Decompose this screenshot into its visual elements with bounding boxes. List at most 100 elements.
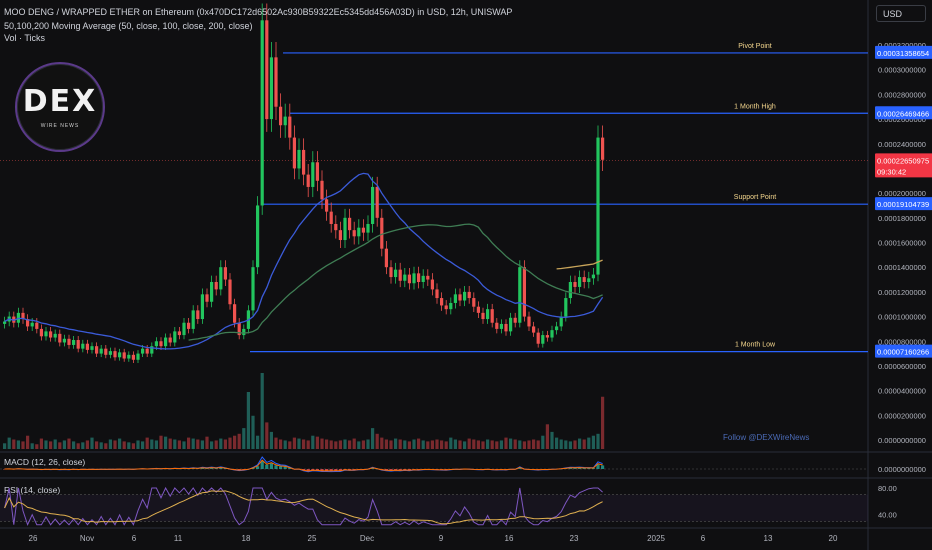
volume-bar <box>200 440 204 449</box>
volume-bar <box>302 439 306 449</box>
volume-bar <box>173 439 177 449</box>
candle-body <box>325 199 329 212</box>
candle-body <box>398 269 402 281</box>
candle-body <box>334 223 338 231</box>
volume-bar <box>338 440 342 449</box>
volume-bar <box>490 440 494 449</box>
candle-body <box>311 162 315 187</box>
candle-body <box>177 331 181 336</box>
level-price-tag <box>875 106 932 120</box>
volume-bar <box>177 440 181 449</box>
volume-bar <box>394 438 398 449</box>
volume-bar <box>550 431 554 449</box>
candle-body <box>219 267 223 290</box>
candle-body <box>426 275 430 280</box>
volume-bar <box>587 437 591 449</box>
candle-body <box>118 352 122 358</box>
macd-histogram-bar <box>348 469 352 470</box>
level-label: Support Point <box>734 194 776 201</box>
candle-body <box>582 277 586 282</box>
volume-bar <box>108 439 112 449</box>
macd-histogram-bar <box>389 469 393 471</box>
macd-histogram-bar <box>325 469 329 471</box>
currency-select-button[interactable]: USD <box>876 5 926 22</box>
volume-bar <box>476 440 480 449</box>
volume-bar <box>122 441 126 449</box>
volume-bar <box>297 438 301 449</box>
macd-histogram-bar <box>274 465 278 469</box>
macd-histogram-bar <box>578 467 582 469</box>
volume-bar <box>532 439 536 449</box>
candle-body <box>481 312 485 320</box>
level-label: 1 Month High <box>734 103 776 110</box>
volume-indicator-label[interactable]: Vol · Ticks <box>4 33 46 43</box>
candle-body <box>453 294 457 303</box>
candle-body <box>72 340 76 345</box>
candle-body <box>384 248 388 268</box>
volume-bar <box>246 392 250 449</box>
candle-body <box>545 335 549 338</box>
volume-bar <box>601 396 605 449</box>
candle-body <box>164 337 168 347</box>
price-tick-label: 0.0000400000 <box>878 387 926 396</box>
candle-body <box>214 282 218 290</box>
candle-body <box>187 322 191 329</box>
candle-body <box>522 267 526 317</box>
level-label: 1 Month Low <box>735 342 776 349</box>
dex-wire-news-logo: DEX WIRE NEWS <box>15 62 105 152</box>
candle-body <box>490 309 494 323</box>
volume-bar <box>131 443 135 449</box>
candle-body <box>573 282 577 287</box>
candle-body <box>113 351 117 358</box>
time-axis-tick-label: 26 <box>29 534 38 543</box>
candle-body <box>389 267 393 278</box>
volume-bar <box>67 438 71 449</box>
volume-bar <box>85 440 89 449</box>
time-axis-tick-label: 13 <box>764 534 773 543</box>
volume-bar <box>458 440 462 449</box>
ma-indicator-label[interactable]: 50,100,200 Moving Average (50, close, 10… <box>4 21 253 31</box>
macd-histogram-bar <box>329 469 333 471</box>
candle-body <box>30 322 34 327</box>
candle-body <box>380 217 384 249</box>
candle-body <box>435 289 439 299</box>
candle-body <box>150 346 154 354</box>
price-tick-label: 0.0000000000 <box>878 436 926 445</box>
macd-histogram-bar <box>573 467 577 469</box>
volume-bar <box>426 441 430 449</box>
candle-body <box>550 330 554 338</box>
volume-bar <box>352 438 356 449</box>
chart-title: MOO DENG / WRAPPED ETHER on Ethereum (0x… <box>4 7 513 17</box>
candle-body <box>104 348 108 355</box>
volume-bar <box>72 441 76 449</box>
candle-body <box>306 174 310 187</box>
level-price-tag-text: 0.00007160266 <box>877 348 929 357</box>
rsi-ma-line <box>4 490 603 525</box>
price-tick-label: 0.0002600000 <box>878 115 926 124</box>
candle-body <box>504 323 508 332</box>
volume-bar <box>361 440 365 449</box>
level-label: Pivot Point <box>738 43 772 50</box>
candle-body <box>578 277 582 287</box>
volume-bar <box>219 438 223 449</box>
volume-bar <box>463 441 467 449</box>
macd-histogram-bar <box>256 466 260 469</box>
level-price-tag <box>875 344 932 358</box>
macd-histogram-bar <box>3 469 7 470</box>
price-tick-label: 0.0002800000 <box>878 90 926 99</box>
rsi-tick-label: 80.00 <box>878 484 897 493</box>
candle-body <box>81 343 85 349</box>
volume-bar <box>375 433 379 449</box>
current-price-text: 0.00022650975 <box>877 156 929 165</box>
candle-body <box>288 116 292 138</box>
volume-bar <box>150 439 154 449</box>
macd-histogram-bar <box>320 469 324 471</box>
candle-body <box>458 294 462 301</box>
volume-bar <box>187 437 191 449</box>
volume-bar <box>44 440 48 449</box>
volume-bar <box>536 440 540 449</box>
volume-bar <box>329 440 333 449</box>
candle-body <box>352 230 356 237</box>
